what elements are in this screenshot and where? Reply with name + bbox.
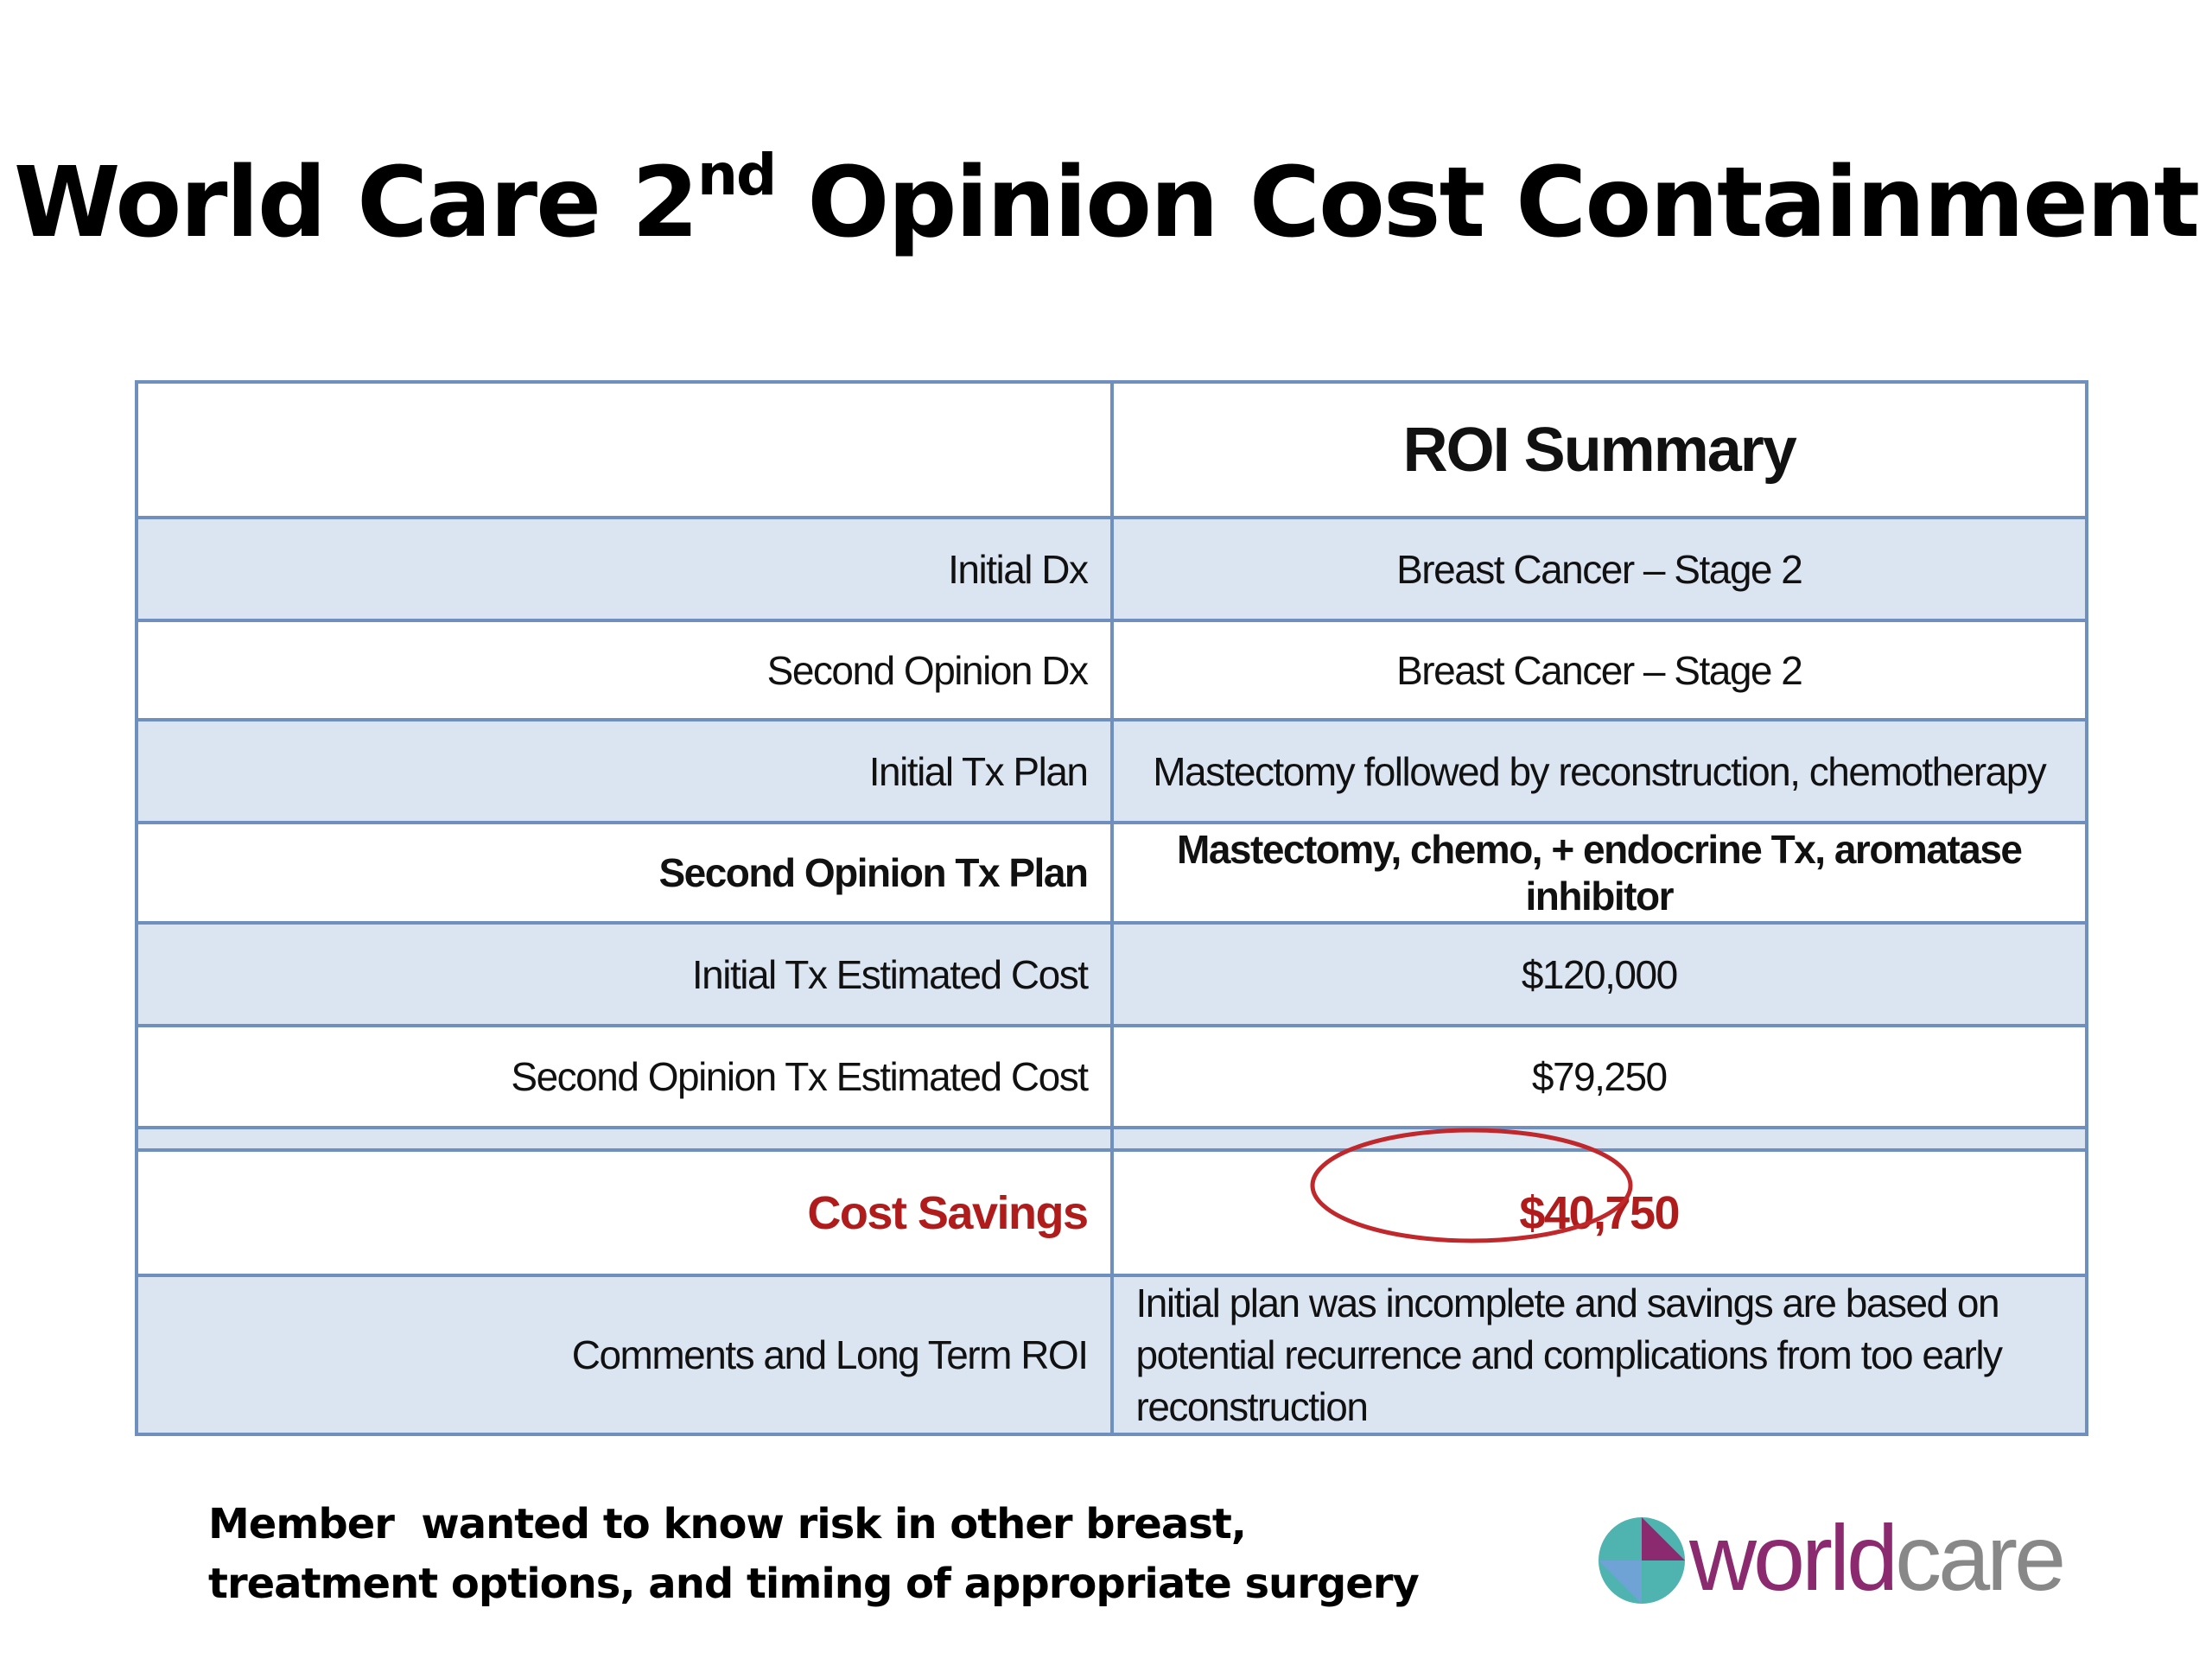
- note-line: Member wanted to know risk in other brea…: [208, 1500, 1247, 1548]
- note: Member wanted to know risk in other brea…: [208, 1495, 1420, 1614]
- row-value: Breast Cancer – Stage 2: [1109, 619, 2088, 721]
- corner-cell: [135, 380, 1114, 519]
- title: World Care 2nd Opinion Cost Containment: [0, 142, 2212, 259]
- table-row: Initial Dx Breast Cancer – Stage 2: [135, 516, 2088, 622]
- table-row: Comments and Long Term ROI Initial plan w…: [135, 1274, 2088, 1436]
- logo-icon-part: [1599, 1560, 1642, 1604]
- row-label: Second Opinion Dx: [135, 619, 1114, 721]
- row-value: $120,000: [1109, 921, 2088, 1027]
- title-sup: nd: [696, 142, 777, 208]
- table-header: ROI Summary: [1109, 380, 2088, 519]
- logo-text: care: [1895, 1505, 2066, 1610]
- table-row: Initial Tx Estimated Cost $120,000: [135, 921, 2088, 1027]
- table-row: Second Opinion Tx Estimated Cost $79,250: [135, 1024, 2088, 1129]
- row-label: Comments and Long Term ROI: [135, 1274, 1114, 1436]
- row-value: $40,750: [1109, 1148, 2088, 1277]
- spacer-cell: [135, 1126, 1114, 1152]
- row-label: Cost Savings: [135, 1148, 1114, 1277]
- table-row: Initial Tx Plan Mastectomy followed by re…: [135, 718, 2088, 824]
- table-row: Second Opinion Tx Plan Mastectomy, chemo,…: [135, 821, 2088, 925]
- spacer-cell: [1109, 1126, 2088, 1152]
- logo-icon-part: [1642, 1517, 1685, 1560]
- table-row: Cost Savings $40,750: [135, 1148, 2088, 1277]
- row-value: Mastectomy followed by reconstruction, c…: [1109, 718, 2088, 824]
- row-value: Mastectomy, chemo, + endocrine Tx, aroma…: [1109, 821, 2088, 925]
- title-text: World Care 2: [13, 147, 699, 259]
- row-value: $79,250: [1109, 1024, 2088, 1129]
- roi-table: ROI Summary Initial Dx Breast Cancer – St…: [135, 380, 2088, 1436]
- logo-text: world: [1689, 1505, 1898, 1610]
- table-row: Second Opinion Dx Breast Cancer – Stage 2: [135, 619, 2088, 721]
- row-value: Breast Cancer – Stage 2: [1109, 516, 2088, 622]
- highlight-ellipse: [1310, 1128, 1633, 1243]
- note-line: treatment options, and timing of appropr…: [208, 1560, 1420, 1608]
- title-text: Opinion Cost Containment: [775, 147, 2200, 259]
- row-label: Second Opinion Tx Estimated Cost: [135, 1024, 1114, 1129]
- logo: worldcare: [1689, 1503, 2066, 1611]
- row-label: Initial Tx Plan: [135, 718, 1114, 824]
- row-label: Second Opinion Tx Plan: [135, 821, 1114, 925]
- row-value: Initial plan was incomplete and savings …: [1109, 1274, 2088, 1436]
- row-label: Initial Dx: [135, 516, 1114, 622]
- row-label: Initial Tx Estimated Cost: [135, 921, 1114, 1027]
- spacer-row: [135, 1126, 2088, 1152]
